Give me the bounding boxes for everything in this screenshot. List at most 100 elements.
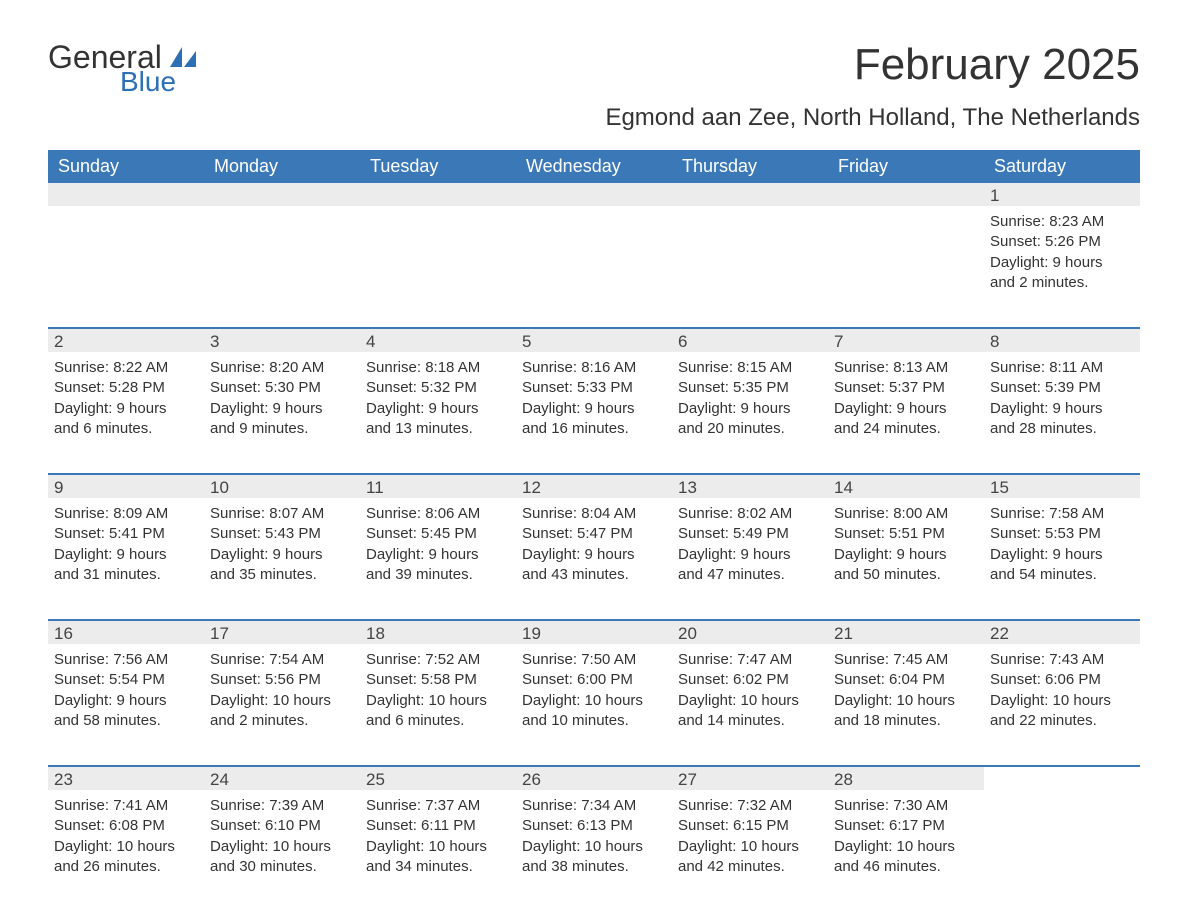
day-daylight2: and 58 minutes. <box>54 711 194 731</box>
weekday-header: Sunday <box>48 150 204 183</box>
day-daylight1: Daylight: 9 hours <box>990 545 1130 565</box>
day-sunset: Sunset: 5:54 PM <box>54 670 194 690</box>
day-number <box>516 183 672 206</box>
day-daylight2: and 50 minutes. <box>834 565 974 585</box>
day-daylight2: and 24 minutes. <box>834 419 974 439</box>
weekday-header: Tuesday <box>360 150 516 183</box>
header: General Blue February 2025 Egmond aan Ze… <box>48 40 1140 132</box>
week-row: 9Sunrise: 8:09 AMSunset: 5:41 PMDaylight… <box>48 473 1140 591</box>
day-info: Sunrise: 7:45 AMSunset: 6:04 PMDaylight:… <box>828 644 984 737</box>
day-cell: 14Sunrise: 8:00 AMSunset: 5:51 PMDayligh… <box>828 475 984 591</box>
day-sunset: Sunset: 6:08 PM <box>54 816 194 836</box>
day-sunset: Sunset: 5:53 PM <box>990 524 1130 544</box>
day-daylight1: Daylight: 10 hours <box>834 691 974 711</box>
day-sunrise: Sunrise: 7:54 AM <box>210 650 350 670</box>
day-number: 4 <box>360 329 516 352</box>
weekday-header: Friday <box>828 150 984 183</box>
day-daylight2: and 2 minutes. <box>990 273 1130 293</box>
day-sunrise: Sunrise: 8:13 AM <box>834 358 974 378</box>
day-cell: 8Sunrise: 8:11 AMSunset: 5:39 PMDaylight… <box>984 329 1140 445</box>
day-sunrise: Sunrise: 8:23 AM <box>990 212 1130 232</box>
day-cell: 9Sunrise: 8:09 AMSunset: 5:41 PMDaylight… <box>48 475 204 591</box>
day-daylight1: Daylight: 10 hours <box>210 837 350 857</box>
day-info: Sunrise: 8:04 AMSunset: 5:47 PMDaylight:… <box>516 498 672 591</box>
day-number: 7 <box>828 329 984 352</box>
day-cell: 12Sunrise: 8:04 AMSunset: 5:47 PMDayligh… <box>516 475 672 591</box>
day-sunrise: Sunrise: 7:32 AM <box>678 796 818 816</box>
day-sunset: Sunset: 5:35 PM <box>678 378 818 398</box>
day-sunset: Sunset: 5:28 PM <box>54 378 194 398</box>
day-sunset: Sunset: 5:39 PM <box>990 378 1130 398</box>
week-row: 1Sunrise: 8:23 AMSunset: 5:26 PMDaylight… <box>48 183 1140 299</box>
day-daylight1: Daylight: 10 hours <box>522 837 662 857</box>
day-cell <box>828 183 984 299</box>
day-daylight2: and 31 minutes. <box>54 565 194 585</box>
day-sunrise: Sunrise: 7:47 AM <box>678 650 818 670</box>
day-number <box>204 183 360 206</box>
day-number: 19 <box>516 621 672 644</box>
day-cell: 1Sunrise: 8:23 AMSunset: 5:26 PMDaylight… <box>984 183 1140 299</box>
week-row: 16Sunrise: 7:56 AMSunset: 5:54 PMDayligh… <box>48 619 1140 737</box>
day-cell: 10Sunrise: 8:07 AMSunset: 5:43 PMDayligh… <box>204 475 360 591</box>
day-info: Sunrise: 8:07 AMSunset: 5:43 PMDaylight:… <box>204 498 360 591</box>
title-block: February 2025 Egmond aan Zee, North Holl… <box>605 40 1140 132</box>
day-number: 9 <box>48 475 204 498</box>
day-daylight1: Daylight: 10 hours <box>210 691 350 711</box>
day-daylight2: and 47 minutes. <box>678 565 818 585</box>
day-info: Sunrise: 7:39 AMSunset: 6:10 PMDaylight:… <box>204 790 360 883</box>
day-number: 23 <box>48 767 204 790</box>
week-row: 2Sunrise: 8:22 AMSunset: 5:28 PMDaylight… <box>48 327 1140 445</box>
day-info: Sunrise: 7:41 AMSunset: 6:08 PMDaylight:… <box>48 790 204 883</box>
day-daylight1: Daylight: 10 hours <box>54 837 194 857</box>
day-sunrise: Sunrise: 8:11 AM <box>990 358 1130 378</box>
day-sunset: Sunset: 5:47 PM <box>522 524 662 544</box>
day-sunset: Sunset: 6:15 PM <box>678 816 818 836</box>
day-sunset: Sunset: 5:56 PM <box>210 670 350 690</box>
weekday-header: Saturday <box>984 150 1140 183</box>
day-cell: 3Sunrise: 8:20 AMSunset: 5:30 PMDaylight… <box>204 329 360 445</box>
day-sunrise: Sunrise: 7:34 AM <box>522 796 662 816</box>
day-daylight1: Daylight: 10 hours <box>366 691 506 711</box>
page-title-month: February 2025 <box>605 40 1140 90</box>
day-number: 6 <box>672 329 828 352</box>
day-cell: 27Sunrise: 7:32 AMSunset: 6:15 PMDayligh… <box>672 767 828 883</box>
day-sunset: Sunset: 5:30 PM <box>210 378 350 398</box>
day-cell: 2Sunrise: 8:22 AMSunset: 5:28 PMDaylight… <box>48 329 204 445</box>
day-sunset: Sunset: 6:11 PM <box>366 816 506 836</box>
day-daylight1: Daylight: 9 hours <box>366 399 506 419</box>
day-number: 8 <box>984 329 1140 352</box>
day-daylight2: and 34 minutes. <box>366 857 506 877</box>
day-sunset: Sunset: 6:13 PM <box>522 816 662 836</box>
day-sunset: Sunset: 5:58 PM <box>366 670 506 690</box>
day-number: 2 <box>48 329 204 352</box>
day-info: Sunrise: 7:50 AMSunset: 6:00 PMDaylight:… <box>516 644 672 737</box>
day-number: 20 <box>672 621 828 644</box>
day-sunrise: Sunrise: 7:58 AM <box>990 504 1130 524</box>
week-row: 23Sunrise: 7:41 AMSunset: 6:08 PMDayligh… <box>48 765 1140 883</box>
day-cell: 17Sunrise: 7:54 AMSunset: 5:56 PMDayligh… <box>204 621 360 737</box>
day-number <box>672 183 828 206</box>
day-sunset: Sunset: 6:00 PM <box>522 670 662 690</box>
day-cell: 4Sunrise: 8:18 AMSunset: 5:32 PMDaylight… <box>360 329 516 445</box>
day-info: Sunrise: 8:16 AMSunset: 5:33 PMDaylight:… <box>516 352 672 445</box>
day-daylight2: and 6 minutes. <box>54 419 194 439</box>
weekday-header-row: Sunday Monday Tuesday Wednesday Thursday… <box>48 150 1140 183</box>
logo: General Blue <box>48 40 198 96</box>
day-cell: 20Sunrise: 7:47 AMSunset: 6:02 PMDayligh… <box>672 621 828 737</box>
day-daylight1: Daylight: 10 hours <box>678 691 818 711</box>
day-sunset: Sunset: 5:49 PM <box>678 524 818 544</box>
day-cell: 6Sunrise: 8:15 AMSunset: 5:35 PMDaylight… <box>672 329 828 445</box>
day-cell: 5Sunrise: 8:16 AMSunset: 5:33 PMDaylight… <box>516 329 672 445</box>
day-info: Sunrise: 8:11 AMSunset: 5:39 PMDaylight:… <box>984 352 1140 445</box>
day-sunrise: Sunrise: 8:09 AM <box>54 504 194 524</box>
day-info: Sunrise: 7:34 AMSunset: 6:13 PMDaylight:… <box>516 790 672 883</box>
day-cell: 21Sunrise: 7:45 AMSunset: 6:04 PMDayligh… <box>828 621 984 737</box>
day-daylight2: and 13 minutes. <box>366 419 506 439</box>
day-cell: 26Sunrise: 7:34 AMSunset: 6:13 PMDayligh… <box>516 767 672 883</box>
day-info: Sunrise: 8:23 AMSunset: 5:26 PMDaylight:… <box>984 206 1140 299</box>
day-sunrise: Sunrise: 8:15 AM <box>678 358 818 378</box>
day-sunrise: Sunrise: 8:06 AM <box>366 504 506 524</box>
day-number: 22 <box>984 621 1140 644</box>
day-daylight1: Daylight: 10 hours <box>522 691 662 711</box>
day-info: Sunrise: 7:43 AMSunset: 6:06 PMDaylight:… <box>984 644 1140 737</box>
